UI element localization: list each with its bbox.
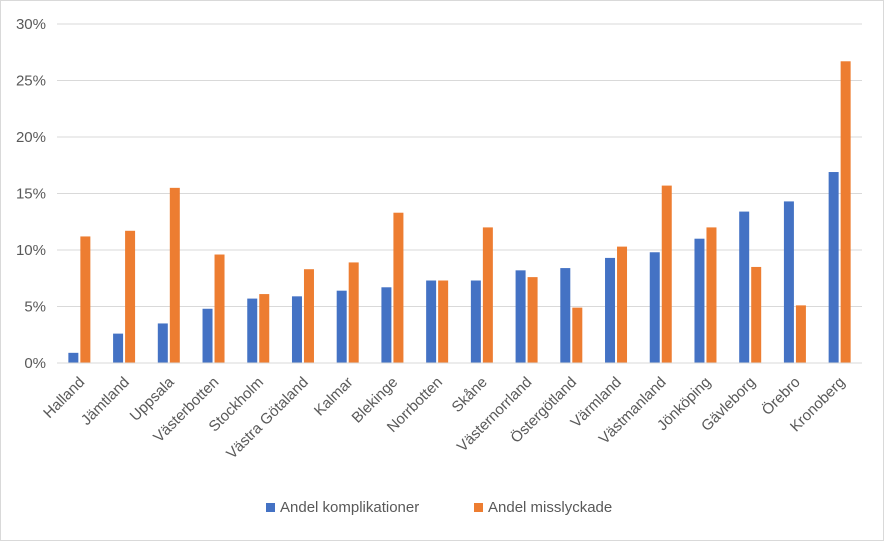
- bar-misslyckade: [661, 185, 672, 363]
- y-tick-label: 20%: [16, 129, 46, 146]
- bar-misslyckade: [527, 277, 538, 363]
- bar-misslyckade: [617, 246, 628, 363]
- x-axis-category-labels: HallandJämtlandUppsalaVästerbottenStockh…: [40, 373, 848, 462]
- bar-komplikationer: [381, 287, 392, 363]
- x-tick-label: Västra Götaland: [223, 374, 312, 463]
- bar-misslyckade: [169, 187, 180, 363]
- legend: Andel komplikationer Andel misslyckade: [266, 499, 612, 516]
- bar-misslyckade: [80, 236, 91, 363]
- gridlines: [57, 23, 862, 307]
- bar-misslyckade: [482, 227, 493, 363]
- bars: [68, 61, 851, 363]
- legend-swatch: [474, 503, 483, 512]
- x-tick-label: Skåne: [449, 374, 491, 416]
- y-tick-label: 0%: [24, 355, 46, 372]
- bar-komplikationer: [828, 172, 839, 363]
- y-axis-tick-labels: 0% 5% 10% 15% 20% 25% 30%: [16, 16, 46, 372]
- bar-komplikationer: [470, 280, 481, 363]
- bar-komplikationer: [68, 352, 79, 363]
- y-tick-label: 10%: [16, 242, 46, 259]
- bar-komplikationer: [113, 333, 124, 363]
- y-tick-label: 15%: [16, 186, 46, 203]
- bar-misslyckade: [348, 262, 359, 363]
- bar-komplikationer: [202, 308, 213, 363]
- bar-misslyckade: [303, 269, 314, 363]
- y-tick-label: 5%: [24, 299, 46, 316]
- bar-misslyckade: [751, 266, 762, 363]
- bar-komplikationer: [649, 252, 660, 363]
- legend-label: Andel misslyckade: [488, 499, 612, 516]
- bar-misslyckade: [840, 61, 851, 363]
- bar-misslyckade: [795, 305, 806, 363]
- bar-komplikationer: [694, 238, 705, 363]
- bar-komplikationer: [336, 290, 347, 363]
- bar-komplikationer: [739, 211, 750, 363]
- bar-misslyckade: [259, 294, 270, 363]
- bar-misslyckade: [572, 307, 583, 363]
- bar-komplikationer: [560, 268, 571, 363]
- bar-komplikationer: [605, 257, 616, 363]
- bar-misslyckade: [438, 280, 449, 363]
- bar-komplikationer: [291, 296, 302, 363]
- bar-komplikationer: [247, 298, 258, 363]
- bar-misslyckade: [706, 227, 717, 363]
- bar-komplikationer: [426, 280, 437, 363]
- bar-komplikationer: [157, 323, 168, 363]
- bar-komplikationer: [783, 201, 794, 363]
- legend-label: Andel komplikationer: [280, 499, 419, 516]
- x-tick-label: Jämtland: [78, 374, 133, 429]
- bar-misslyckade: [214, 254, 225, 363]
- y-tick-label: 30%: [16, 16, 46, 33]
- y-tick-label: 25%: [16, 73, 46, 90]
- legend-swatch: [266, 503, 275, 512]
- bar-misslyckade: [125, 230, 136, 363]
- bar-komplikationer: [515, 270, 526, 363]
- bar-misslyckade: [393, 212, 404, 363]
